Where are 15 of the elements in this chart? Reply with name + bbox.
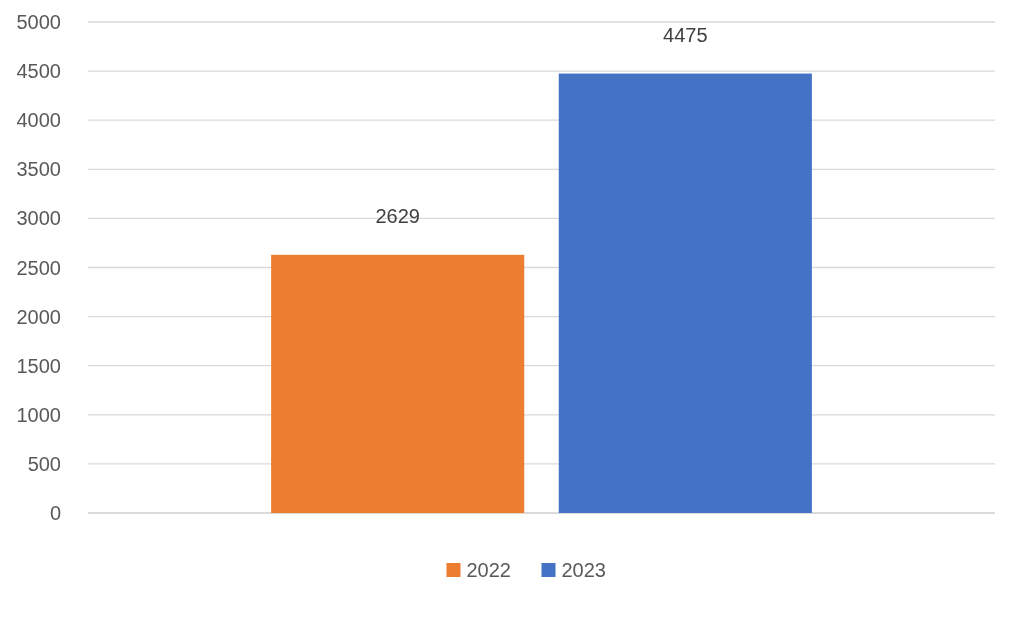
y-tick-label: 1500: [16, 354, 61, 377]
y-tick-label: 4500: [16, 60, 61, 83]
y-tick-label: 2500: [16, 256, 61, 279]
y-tick-label: 4000: [16, 109, 61, 132]
legend-label: 2022: [466, 559, 511, 581]
y-tick-label: 500: [27, 452, 61, 475]
legend-label: 2023: [561, 559, 606, 581]
data-label: 4475: [663, 23, 708, 46]
y-tick-label: 0: [49, 502, 61, 524]
y-tick-label: 3000: [16, 207, 61, 230]
y-tick-label: 5000: [16, 11, 61, 33]
data-label: 2629: [375, 204, 420, 227]
y-tick-label: 2000: [16, 305, 61, 328]
y-tick-label: 1000: [16, 403, 61, 426]
y-tick-label: 3500: [16, 158, 61, 181]
